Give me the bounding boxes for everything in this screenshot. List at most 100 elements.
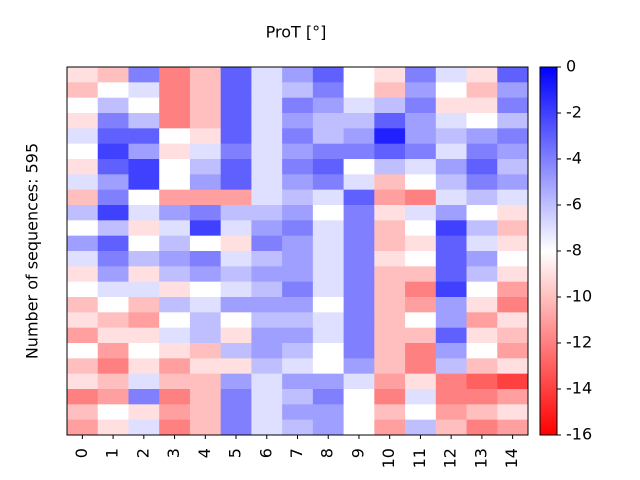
heatmap-cell bbox=[97, 373, 129, 390]
heatmap-cell bbox=[128, 389, 160, 405]
heatmap-cell bbox=[189, 235, 222, 252]
heatmap-cell bbox=[159, 174, 191, 191]
heatmap-cell bbox=[282, 404, 314, 421]
heatmap-cell bbox=[343, 419, 375, 436]
heatmap-cell bbox=[189, 251, 222, 267]
heatmap-cell bbox=[312, 235, 345, 252]
heatmap-cell bbox=[159, 404, 191, 421]
heatmap-cell bbox=[374, 373, 406, 390]
heatmap-cell bbox=[189, 312, 222, 329]
heatmap-cell bbox=[497, 266, 529, 283]
heatmap-cell bbox=[497, 220, 529, 237]
heatmap-cell bbox=[67, 174, 99, 191]
heatmap-cell bbox=[497, 143, 529, 160]
heatmap-cell bbox=[312, 189, 345, 206]
heatmap-cell bbox=[497, 343, 529, 359]
heatmap-cell bbox=[343, 159, 375, 175]
heatmap-cell bbox=[343, 205, 375, 221]
heatmap-cell bbox=[374, 174, 406, 191]
heatmap-cell bbox=[67, 159, 99, 175]
heatmap-cell bbox=[312, 67, 345, 83]
heatmap-cell bbox=[189, 159, 222, 175]
heatmap-cell bbox=[159, 343, 191, 359]
heatmap-cell bbox=[97, 251, 129, 267]
x-tick-label: 5 bbox=[226, 448, 245, 458]
heatmap-cell bbox=[220, 281, 252, 298]
heatmap-cell bbox=[435, 82, 468, 99]
heatmap-cell bbox=[67, 389, 99, 405]
heatmap-cell bbox=[67, 67, 99, 83]
heatmap-cell bbox=[128, 281, 160, 298]
heatmap-cell bbox=[189, 82, 222, 99]
heatmap-cell bbox=[312, 312, 345, 329]
x-tick-label: 10 bbox=[379, 448, 398, 468]
heatmap-cell bbox=[497, 312, 529, 329]
heatmap-cell bbox=[497, 327, 529, 344]
heatmap-cell bbox=[374, 327, 406, 344]
heatmap-cell bbox=[97, 113, 129, 129]
heatmap-cell bbox=[343, 220, 375, 237]
heatmap-cell bbox=[466, 205, 498, 221]
heatmap-cell bbox=[466, 143, 498, 160]
heatmap-cell bbox=[374, 343, 406, 359]
heatmap-cell bbox=[374, 67, 406, 83]
heatmap-cell bbox=[251, 297, 283, 313]
heatmap-cell bbox=[159, 373, 191, 390]
heatmap-cell bbox=[67, 235, 99, 252]
x-tick-label: 8 bbox=[318, 448, 337, 458]
heatmap-cell bbox=[466, 327, 498, 344]
heatmap-cell bbox=[128, 82, 160, 99]
heatmap-cell bbox=[405, 389, 437, 405]
heatmap-cell bbox=[251, 235, 283, 252]
heatmap-cell bbox=[435, 251, 468, 267]
heatmap-cell bbox=[220, 297, 252, 313]
colorbar-tick-label: -8 bbox=[566, 241, 582, 260]
heatmap-cell bbox=[343, 312, 375, 329]
heatmap-cell bbox=[405, 113, 437, 129]
heatmap-cell bbox=[159, 67, 191, 83]
heatmap-cell bbox=[374, 189, 406, 206]
heatmap-cell bbox=[497, 235, 529, 252]
heatmap-cell bbox=[67, 327, 99, 344]
colorbar-tick-label: -10 bbox=[566, 287, 592, 306]
heatmap-cell bbox=[220, 312, 252, 329]
heatmap-cell bbox=[343, 235, 375, 252]
heatmap-cell bbox=[374, 82, 406, 99]
heatmap-cell bbox=[128, 113, 160, 129]
heatmap-cell bbox=[374, 113, 406, 129]
heatmap-cell bbox=[128, 266, 160, 283]
heatmap-cell bbox=[343, 404, 375, 421]
heatmap-cell bbox=[282, 312, 314, 329]
heatmap-cell bbox=[466, 67, 498, 83]
heatmap-cell bbox=[220, 143, 252, 160]
heatmap-cell bbox=[497, 128, 529, 145]
heatmap-cell bbox=[159, 220, 191, 237]
heatmap-cell bbox=[97, 128, 129, 145]
heatmap-cell bbox=[67, 189, 99, 206]
heatmap-cell bbox=[466, 389, 498, 405]
heatmap-cell bbox=[405, 358, 437, 375]
heatmap-cell bbox=[312, 113, 345, 129]
heatmap-cell bbox=[159, 358, 191, 375]
heatmap-cell bbox=[220, 67, 252, 83]
heatmap-cell bbox=[374, 128, 406, 145]
heatmap-cell bbox=[128, 97, 160, 114]
heatmap-cell bbox=[343, 327, 375, 344]
heatmap-cell bbox=[189, 281, 222, 298]
heatmap-cell bbox=[159, 419, 191, 436]
heatmap-cell bbox=[435, 327, 468, 344]
heatmap-cell bbox=[466, 220, 498, 237]
heatmap-cell bbox=[189, 205, 222, 221]
heatmap-cell bbox=[405, 404, 437, 421]
heatmap-cell bbox=[67, 373, 99, 390]
heatmap-cell bbox=[97, 404, 129, 421]
heatmap-cell bbox=[67, 358, 99, 375]
heatmap-cell bbox=[405, 82, 437, 99]
heatmap-cell bbox=[251, 159, 283, 175]
heatmap-cell bbox=[405, 97, 437, 114]
heatmap-cell bbox=[67, 404, 99, 421]
heatmap-cell bbox=[312, 297, 345, 313]
heatmap-cell bbox=[97, 419, 129, 436]
heatmap-cell bbox=[497, 159, 529, 175]
heatmap-cell bbox=[128, 404, 160, 421]
